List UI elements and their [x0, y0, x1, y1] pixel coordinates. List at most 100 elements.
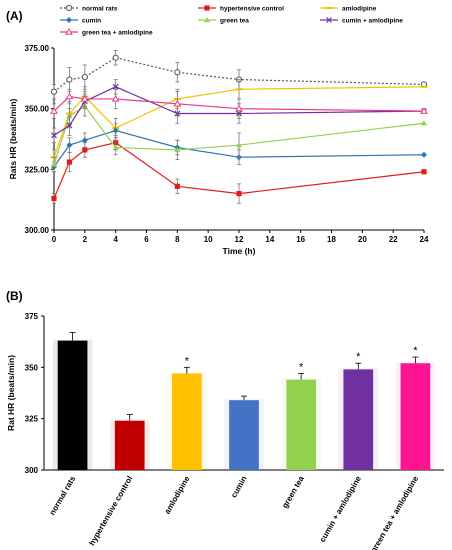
category-label: amlodipine	[163, 474, 192, 516]
legend-label: amlodipine	[342, 6, 377, 13]
legend-label: green tea + amlodipine	[82, 30, 153, 37]
panel-a-x-tick-label: 20	[358, 235, 367, 244]
panel-a-x-tick-label: 0	[52, 235, 57, 244]
data-point-green-tea-amlodipine	[420, 107, 428, 114]
legend-item-cumin-amlodipine: cumin + amlodipine	[320, 17, 403, 25]
bar-group-normal-rats: normal rats	[48, 332, 93, 517]
panel-b-y-axis-title: Rat HR (beats/min)	[6, 355, 16, 431]
legend-item-green-tea-amlodipine: green tea + amlodipine	[60, 27, 153, 37]
data-point-green-tea	[236, 142, 242, 148]
panel-a-x-tick-label: 12	[235, 235, 244, 244]
data-point-green-tea-amlodipine	[173, 99, 182, 107]
data-point-green-tea	[174, 146, 181, 153]
bar-green-tea-amlodipine	[400, 363, 431, 470]
data-point-cumin	[421, 151, 427, 158]
legend-swatch-marker	[65, 27, 73, 35]
data-point-hypertensive-control	[82, 147, 88, 153]
bar-cumin-amlodipine	[343, 369, 374, 470]
data-point-cumin-amlodipine	[51, 132, 57, 139]
data-point-hypertensive-control	[66, 159, 73, 165]
legend-label: normal rats	[82, 6, 118, 13]
bar-group-green-tea-amlodipine: * green tea + amlodipine	[369, 345, 436, 550]
panel-b-bar-chart: (B) 300 325 350 375 normal rats hypertensive…	[6, 289, 444, 550]
significance-marker: *	[413, 345, 418, 357]
data-point-green-tea	[51, 161, 57, 167]
legend-label: hypertensive control	[220, 6, 284, 13]
legend-swatch-marker	[65, 4, 73, 12]
panel-a-x-tick-label: 14	[265, 235, 274, 244]
data-point-normal-rats	[81, 74, 88, 81]
bar-cumin	[229, 400, 259, 470]
data-point-cumin-amlodipine	[112, 83, 119, 90]
data-point-green-tea-amlodipine	[235, 104, 243, 112]
data-point-normal-rats	[174, 69, 181, 76]
significance-marker: *	[185, 355, 190, 367]
bar-normal-rats	[57, 340, 88, 470]
legend-label: green tea	[220, 18, 249, 25]
data-point-green-tea-amlodipine	[65, 92, 74, 100]
data-point-normal-rats	[50, 88, 58, 95]
panel-a-legend: normal rats hypertensive control amlodipin…	[60, 4, 403, 37]
data-point-green-tea-amlodipine	[80, 94, 89, 102]
panel-a-x-tick-label: 6	[144, 235, 149, 244]
data-point-green-tea-amlodipine	[50, 107, 58, 114]
significance-marker: *	[299, 361, 304, 373]
category-label: normal rats	[48, 474, 78, 517]
panel-a-x-tick-label: 22	[389, 235, 398, 244]
data-point-normal-rats	[112, 54, 119, 61]
legend-item-hypertensive-control: hypertensive control	[198, 5, 284, 13]
panel-a-x-tick-label: 24	[420, 235, 429, 244]
bar-amlodipine	[172, 373, 202, 470]
panel-b-y-tick-label: 375	[25, 312, 39, 321]
panel-a-x-tick-label: 2	[83, 235, 88, 244]
legend-item-green-tea: green tea	[198, 17, 249, 25]
category-label: green tea + amlodipine	[369, 474, 421, 550]
panel-a-y-tick-label: 375.00	[25, 44, 50, 53]
panel-a-x-tick-label: 18	[327, 235, 336, 244]
legend-swatch-marker	[204, 17, 210, 23]
data-point-normal-rats	[66, 76, 73, 83]
panel-a-line-chart: (A) normal rats hypertensive control amlod…	[6, 4, 429, 256]
bar-group-hypertensive-control: hypertensive control	[87, 414, 150, 548]
panel-a-y-axis-title: Rats HR (beats/min)	[8, 98, 18, 179]
legend-item-cumin: cumin	[60, 17, 101, 25]
panel-b-y-tick-label: 300	[25, 466, 39, 475]
bar-green-tea	[286, 379, 316, 470]
legend-item-normal-rats: normal rats	[60, 4, 118, 13]
category-label: green tea	[280, 474, 306, 510]
panel-a-label: (A)	[6, 9, 23, 23]
panel-a-x-axis-title: Time (h)	[223, 246, 256, 256]
data-point-cumin	[112, 127, 119, 134]
data-point-hypertensive-control	[174, 183, 180, 189]
data-point-hypertensive-control	[421, 169, 427, 175]
legend-item-amlodipine: amlodipine	[320, 6, 377, 13]
panel-a-x-tick-label: 8	[175, 235, 180, 244]
panel-b-y-tick-label: 325	[25, 415, 39, 424]
data-point-cumin	[81, 137, 88, 144]
data-point-green-tea-amlodipine	[111, 94, 120, 102]
bar-group-cumin: cumin	[224, 395, 264, 499]
panel-a-y-tick-label: 300.00	[25, 226, 50, 235]
panel-a-series	[50, 50, 428, 204]
category-label: hypertensive control	[87, 475, 134, 548]
bar-group-cumin-amlodipine: * cumin + amlodipine	[318, 351, 379, 544]
category-label: cumin	[229, 474, 249, 499]
panel-b-label: (B)	[6, 289, 23, 303]
significance-marker: *	[356, 351, 361, 363]
panel-a-x-tick-label: 4	[113, 235, 118, 244]
panel-a-x-tick-label: 16	[296, 235, 305, 244]
panel-a-y-tick-label: 350.00	[25, 105, 50, 114]
panel-a-y-tick-label: 325.00	[25, 165, 50, 174]
category-label: cumin + amlodipine	[318, 474, 364, 544]
legend-swatch-marker	[326, 17, 332, 23]
panel-b-y-tick-label: 350	[25, 363, 39, 372]
bar-group-amlodipine: * amlodipine	[163, 355, 207, 516]
bar-hypertensive-control	[114, 420, 145, 470]
data-point-green-tea	[421, 120, 427, 126]
panel-b-bars: normal rats hypertensive control * amlodipi…	[48, 332, 436, 550]
panel-a-x-tick-label: 10	[204, 235, 213, 244]
data-point-hypertensive-control	[51, 195, 57, 202]
legend-swatch-marker	[66, 17, 72, 23]
data-point-cumin	[66, 142, 73, 149]
